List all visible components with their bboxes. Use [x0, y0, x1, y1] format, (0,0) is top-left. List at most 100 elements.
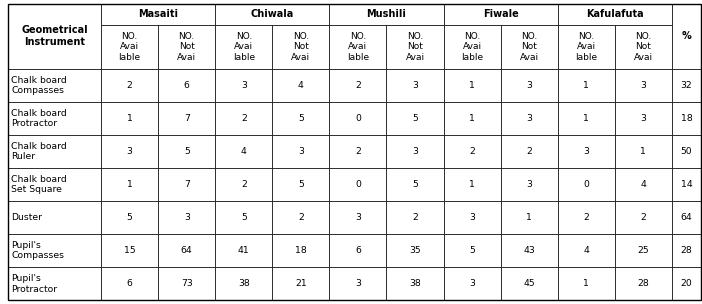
Bar [158, 102, 216, 135]
Bar [386, 102, 444, 135]
Text: 28: 28 [681, 246, 692, 255]
Bar [329, 234, 386, 267]
Text: Duster: Duster [11, 213, 42, 222]
Bar [8, 168, 101, 201]
Bar [216, 102, 272, 135]
Bar [615, 267, 672, 300]
Bar [615, 135, 672, 168]
Bar [158, 201, 216, 234]
Bar [329, 135, 386, 168]
Text: 64: 64 [181, 246, 192, 255]
Bar [8, 69, 101, 102]
Bar [557, 102, 615, 135]
Text: 1: 1 [526, 213, 532, 222]
Text: NO.
Avai
lable: NO. Avai lable [575, 32, 597, 62]
Bar [672, 4, 701, 69]
Bar [329, 69, 386, 102]
Text: Chalk board
Compasses: Chalk board Compasses [11, 76, 67, 95]
Text: 18: 18 [681, 114, 692, 123]
Text: 1: 1 [469, 114, 475, 123]
Bar [8, 135, 101, 168]
Bar [444, 168, 501, 201]
Text: Pupil's
Protractor: Pupil's Protractor [11, 274, 58, 294]
Text: 5: 5 [184, 147, 190, 156]
Bar [216, 267, 272, 300]
Text: 64: 64 [681, 213, 692, 222]
Bar [444, 234, 501, 267]
Text: 50: 50 [681, 147, 692, 156]
Text: 28: 28 [637, 279, 649, 288]
Text: 3: 3 [412, 147, 418, 156]
Bar [672, 102, 701, 135]
Text: 2: 2 [583, 213, 589, 222]
Text: 3: 3 [298, 147, 304, 156]
Text: 2: 2 [241, 180, 246, 189]
Text: NO.
Not
Avai: NO. Not Avai [519, 32, 538, 62]
Bar [615, 102, 672, 135]
Text: 3: 3 [241, 81, 246, 90]
Text: 3: 3 [640, 114, 647, 123]
Bar [272, 25, 329, 69]
Bar [8, 4, 101, 69]
Text: 21: 21 [295, 279, 307, 288]
Bar [672, 168, 701, 201]
Bar [444, 69, 501, 102]
Text: Mushili: Mushili [366, 9, 406, 19]
Text: 0: 0 [355, 114, 361, 123]
Text: 2: 2 [355, 81, 361, 90]
Text: Chalk board
Ruler: Chalk board Ruler [11, 142, 67, 161]
Text: 6: 6 [355, 246, 361, 255]
Text: 2: 2 [298, 213, 304, 222]
Bar [101, 25, 158, 69]
Text: 3: 3 [469, 279, 475, 288]
Bar [444, 25, 501, 69]
Text: 4: 4 [298, 81, 304, 90]
Bar [501, 234, 557, 267]
Bar [158, 168, 216, 201]
Bar [101, 168, 158, 201]
Bar [8, 234, 101, 267]
Text: 5: 5 [469, 246, 475, 255]
Bar [8, 267, 101, 300]
Bar [501, 201, 557, 234]
Bar [386, 25, 444, 69]
Text: 3: 3 [526, 180, 532, 189]
Bar [557, 69, 615, 102]
Bar [101, 267, 158, 300]
Text: NO.
Not
Avai: NO. Not Avai [291, 32, 310, 62]
Text: 0: 0 [583, 180, 589, 189]
Bar [501, 69, 557, 102]
Bar [272, 168, 329, 201]
Text: 3: 3 [469, 213, 475, 222]
Text: 3: 3 [184, 213, 190, 222]
Text: 2: 2 [126, 81, 133, 90]
Bar [444, 4, 557, 25]
Bar [329, 4, 444, 25]
Text: Pupil's
Compasses: Pupil's Compasses [11, 241, 64, 261]
Text: 3: 3 [583, 147, 589, 156]
Bar [386, 267, 444, 300]
Text: 6: 6 [126, 279, 133, 288]
Bar [615, 25, 672, 69]
Bar [216, 168, 272, 201]
Text: 1: 1 [640, 147, 647, 156]
Text: 3: 3 [126, 147, 133, 156]
Bar [158, 267, 216, 300]
Bar [329, 168, 386, 201]
Bar [557, 25, 615, 69]
Text: Kafulafuta: Kafulafuta [586, 9, 644, 19]
Text: 1: 1 [583, 81, 589, 90]
Text: 20: 20 [681, 279, 692, 288]
Text: 6: 6 [184, 81, 190, 90]
Bar [615, 234, 672, 267]
Text: 43: 43 [523, 246, 535, 255]
Bar [216, 25, 272, 69]
Text: 4: 4 [640, 180, 647, 189]
Text: 3: 3 [355, 213, 361, 222]
Bar [557, 234, 615, 267]
Text: 25: 25 [637, 246, 649, 255]
Text: 5: 5 [412, 180, 418, 189]
Text: 2: 2 [355, 147, 361, 156]
Bar [329, 102, 386, 135]
Bar [329, 201, 386, 234]
